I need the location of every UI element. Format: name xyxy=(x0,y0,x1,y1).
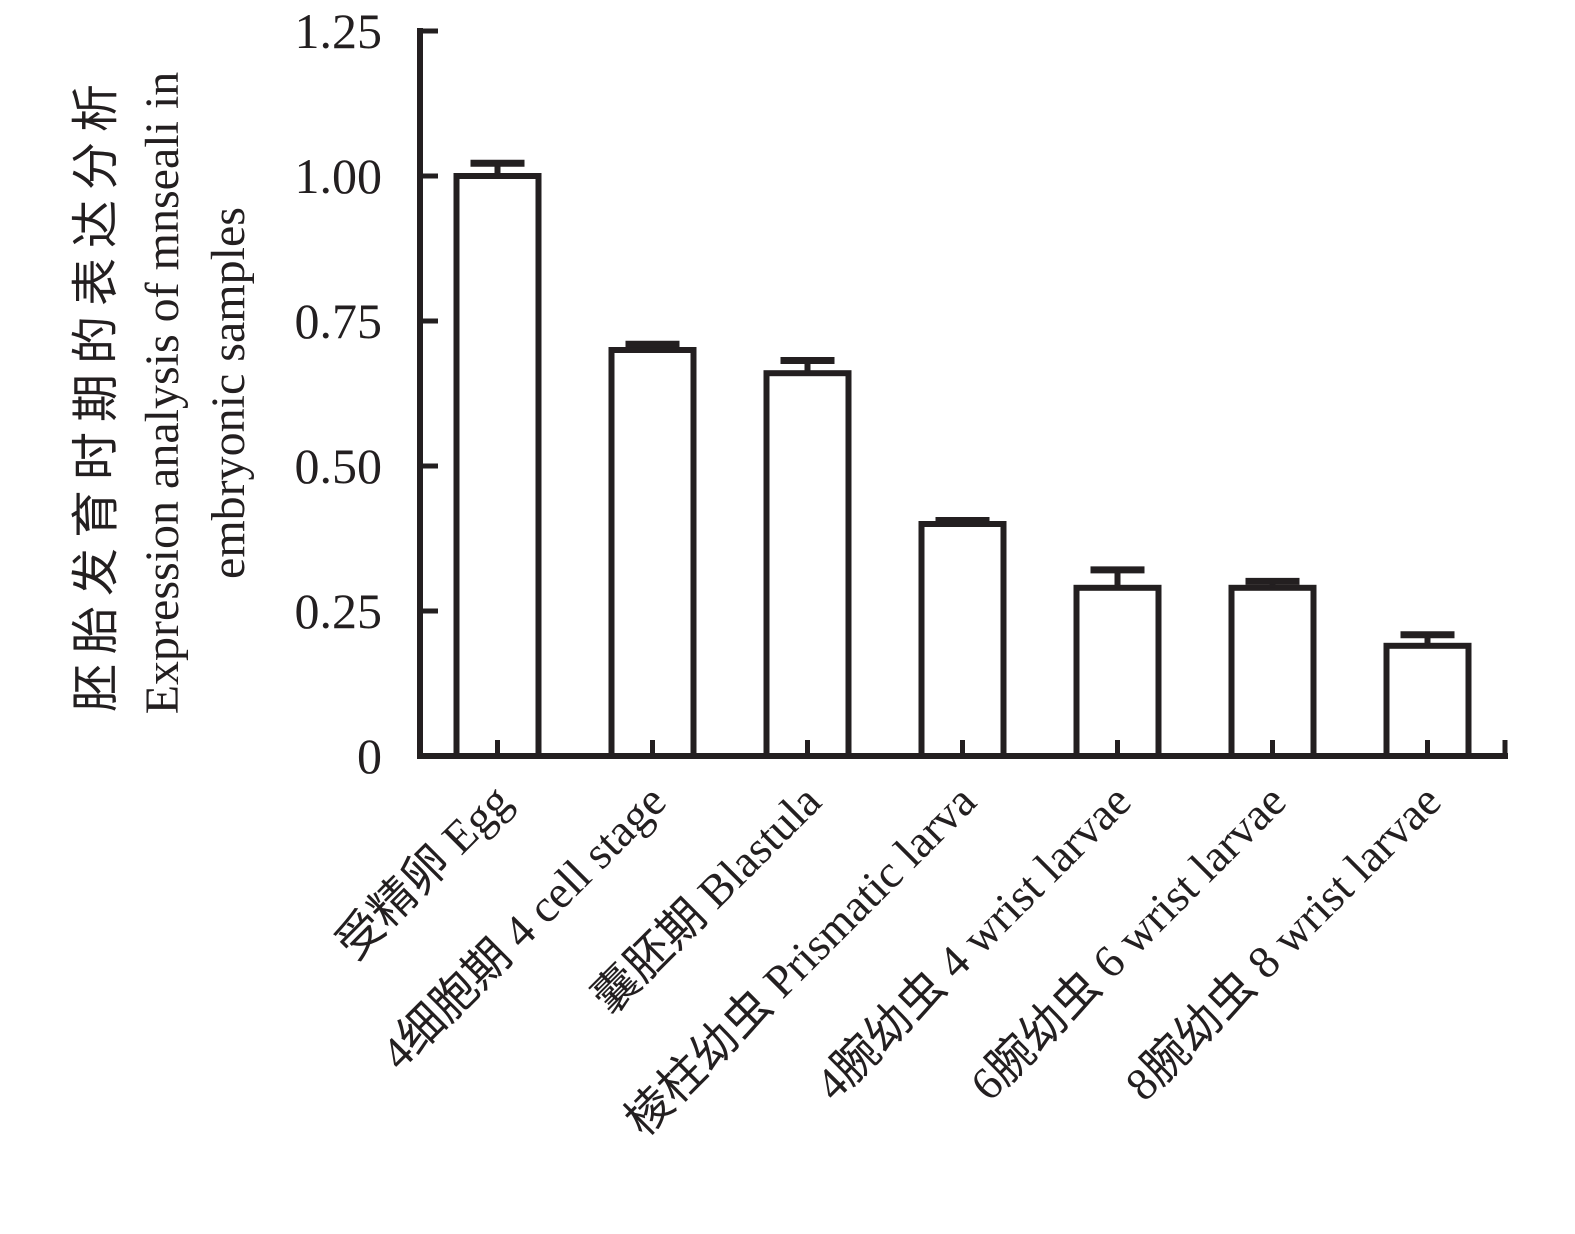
bar xyxy=(1383,642,1472,759)
bar xyxy=(1073,584,1162,759)
x-tick-label: 4腕幼虫 4 wrist larvae xyxy=(806,775,1141,1110)
y-tick-label: 0 xyxy=(357,728,382,784)
bar xyxy=(608,347,697,759)
bar xyxy=(1228,584,1317,759)
y-tick-label: 1.25 xyxy=(295,3,383,59)
y-tick-label: 0.75 xyxy=(295,293,383,349)
x-tick-label: 4细胞期 4 cell stage xyxy=(371,775,675,1079)
y-tick-label: 0.25 xyxy=(295,583,383,639)
y-tick-label: 0.50 xyxy=(295,438,383,494)
y-tick-label: 1.00 xyxy=(295,148,383,204)
x-tick-label: 6腕幼虫 6 wrist larvae xyxy=(961,775,1296,1110)
x-tick-label: 8腕幼虫 8 wrist larvae xyxy=(1116,775,1451,1110)
bar xyxy=(918,521,1007,759)
bar xyxy=(453,173,542,759)
bar xyxy=(763,370,852,759)
